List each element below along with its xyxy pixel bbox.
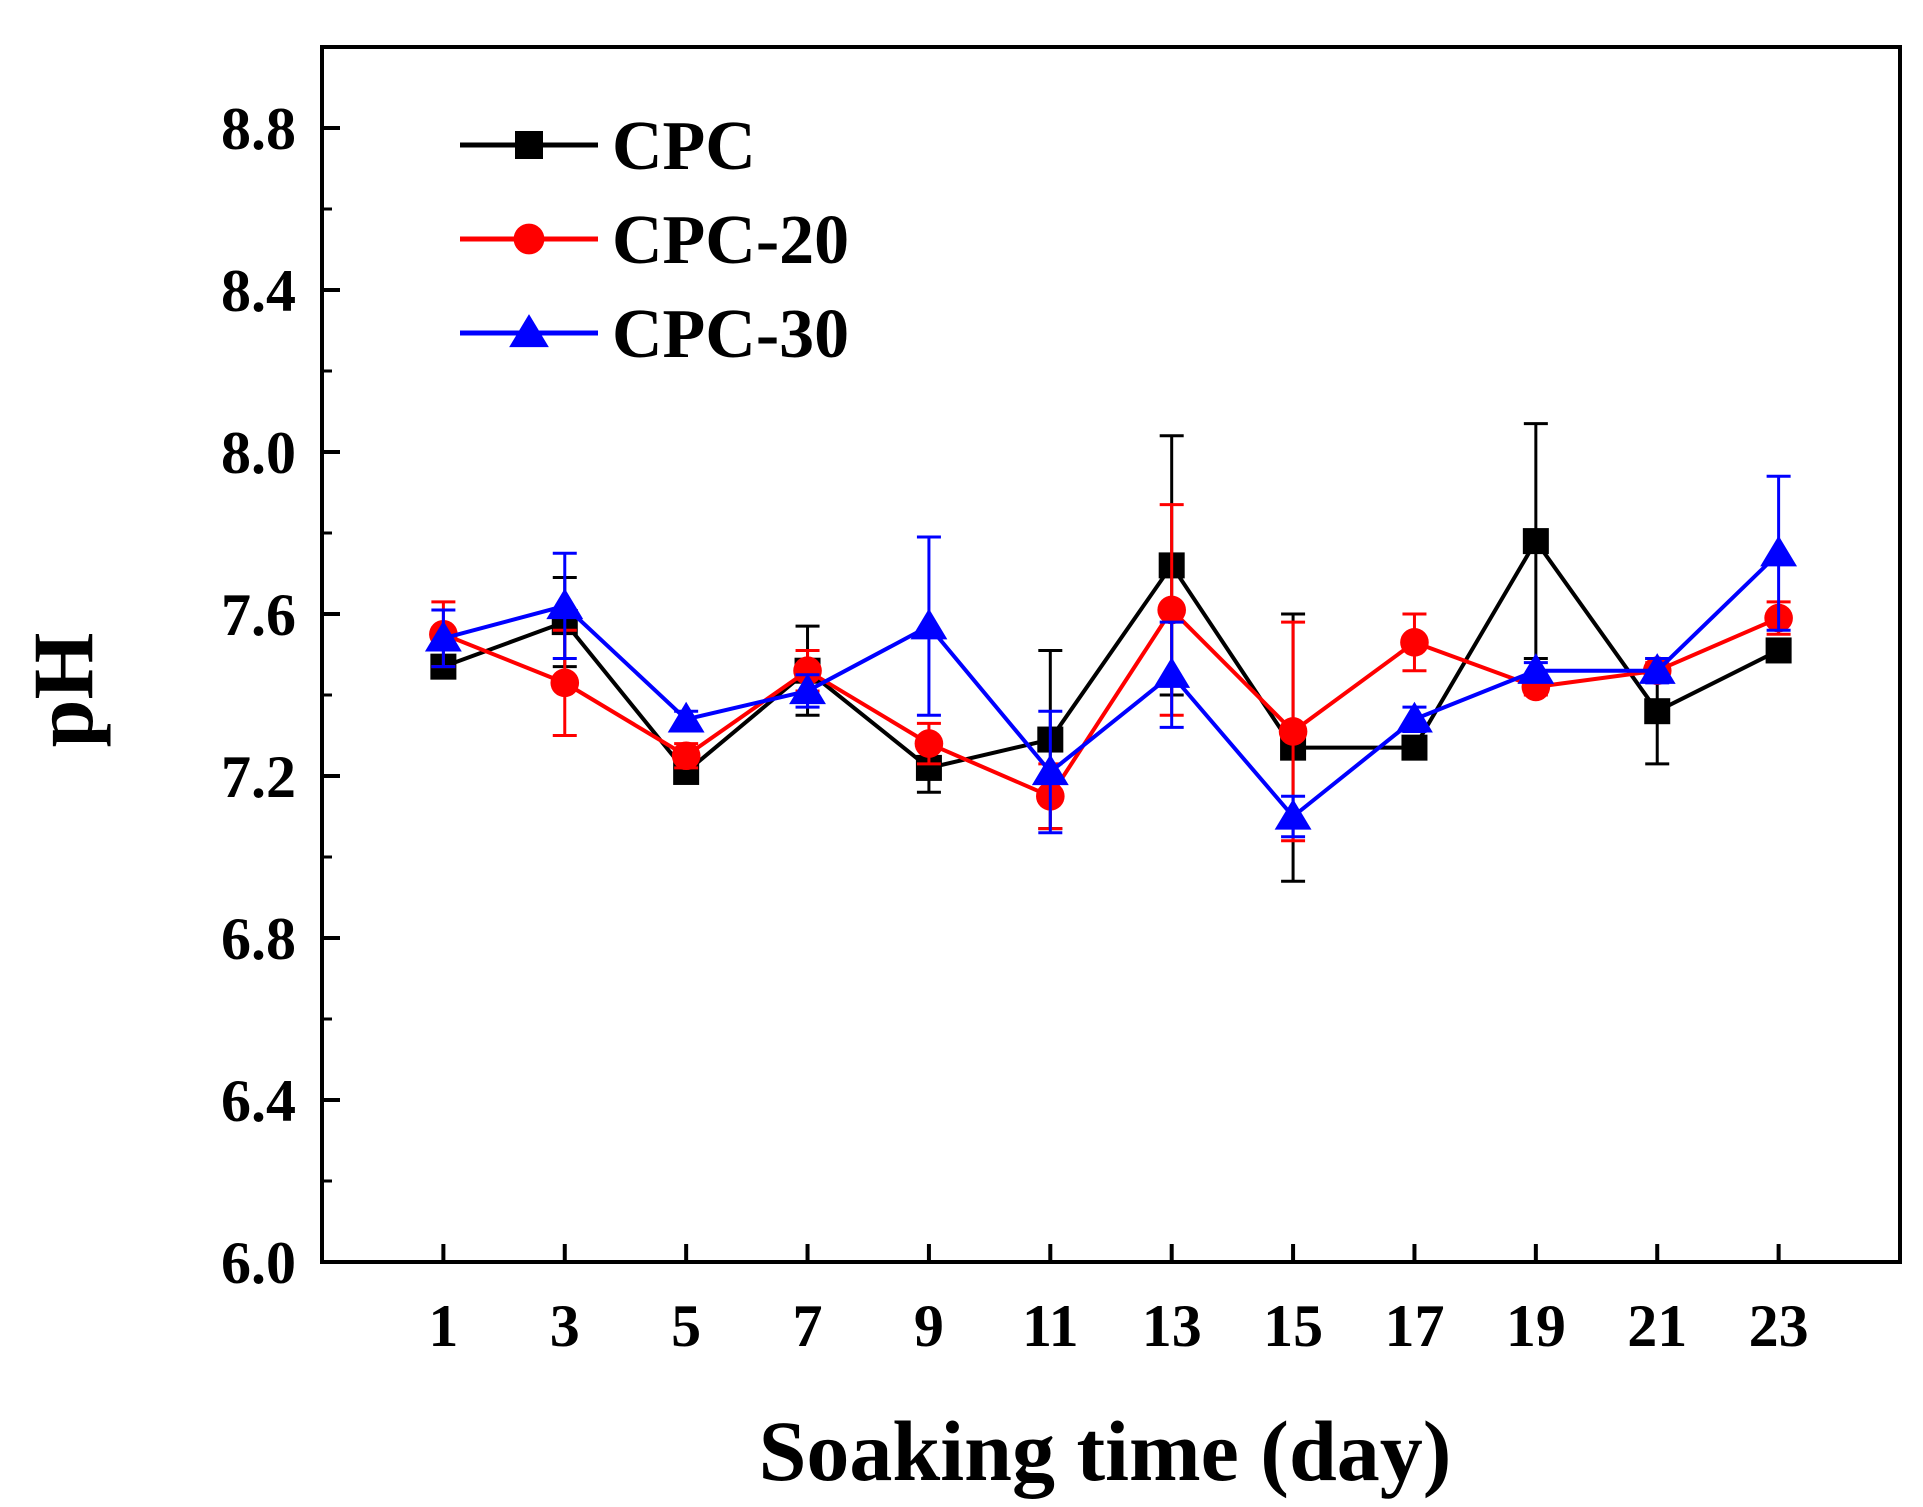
data-point [667, 701, 705, 733]
x-tick-label: 17 [1384, 1293, 1444, 1359]
data-point [546, 588, 584, 620]
data-point [1031, 754, 1069, 786]
data-point [910, 608, 948, 640]
data-point [1765, 637, 1792, 664]
series-cpc-30 [424, 474, 1798, 839]
data-point [793, 656, 822, 685]
x-tick-label: 11 [1022, 1293, 1079, 1359]
y-axis-title: pH [15, 633, 111, 748]
data-point [550, 668, 580, 698]
data-point [1274, 798, 1312, 830]
legend-label: CPC-20 [612, 202, 849, 279]
data-point [1638, 653, 1676, 684]
legend-label: CPC-30 [612, 296, 849, 373]
legend-marker [509, 314, 549, 348]
data-point [789, 673, 826, 705]
data-point [1153, 657, 1191, 688]
x-tick-label: 5 [671, 1293, 701, 1359]
y-tick-label: 8.4 [221, 258, 296, 324]
x-tick-label: 15 [1263, 1293, 1323, 1359]
y-tick-label: 8.8 [221, 96, 296, 162]
plot-frame [320, 45, 1902, 1264]
x-tick-label: 21 [1627, 1293, 1687, 1359]
y-tick-label: 6.0 [221, 1230, 296, 1296]
data-point [1400, 628, 1429, 657]
legend-entry-cpc-20: CPC-20 [460, 202, 849, 279]
x-tick-label: 13 [1142, 1293, 1202, 1359]
y-tick-label: 8.0 [221, 420, 296, 486]
data-point [1401, 734, 1428, 761]
y-tick-label: 7.2 [221, 744, 296, 810]
y-tick-label: 7.6 [221, 582, 296, 648]
legend-marker [513, 223, 545, 255]
series-line [442, 551, 1781, 820]
x-tick-label: 23 [1749, 1293, 1809, 1359]
x-tick-label: 19 [1506, 1293, 1566, 1359]
data-point [671, 741, 701, 771]
data-point [1760, 535, 1798, 567]
data-point [1522, 528, 1549, 555]
series-line [442, 606, 1780, 799]
x-tick-label: 1 [428, 1293, 458, 1359]
x-tick-label: 3 [550, 1293, 580, 1359]
legend-label: CPC [612, 108, 756, 185]
legend-marker [515, 131, 543, 159]
data-point [1396, 701, 1433, 733]
x-tick-label: 7 [793, 1293, 823, 1359]
series-line [442, 537, 1780, 775]
data-point [424, 620, 462, 652]
y-tick-label: 6.4 [221, 1068, 296, 1134]
legend: CPC CPC-20 CPC-30 [460, 108, 849, 373]
data-point [1517, 653, 1555, 684]
data-point [1157, 595, 1186, 625]
y-tick-label: 6.8 [221, 906, 296, 972]
axes: 6.06.46.87.27.68.08.48.81 3 5 7 9 11 13 15 17 19 2… [221, 45, 1902, 1359]
x-tick-label: 9 [914, 1293, 944, 1359]
data-point [914, 729, 944, 758]
data-point [1644, 698, 1671, 725]
series-cpc [430, 422, 1792, 883]
series-layer [424, 422, 1798, 883]
x-axis-title: Soaking time (day) [759, 1403, 1452, 1499]
legend-entry-cpc-30: CPC-30 [460, 296, 849, 373]
data-point [1278, 717, 1308, 746]
legend-entry-cpc: CPC [460, 108, 756, 185]
